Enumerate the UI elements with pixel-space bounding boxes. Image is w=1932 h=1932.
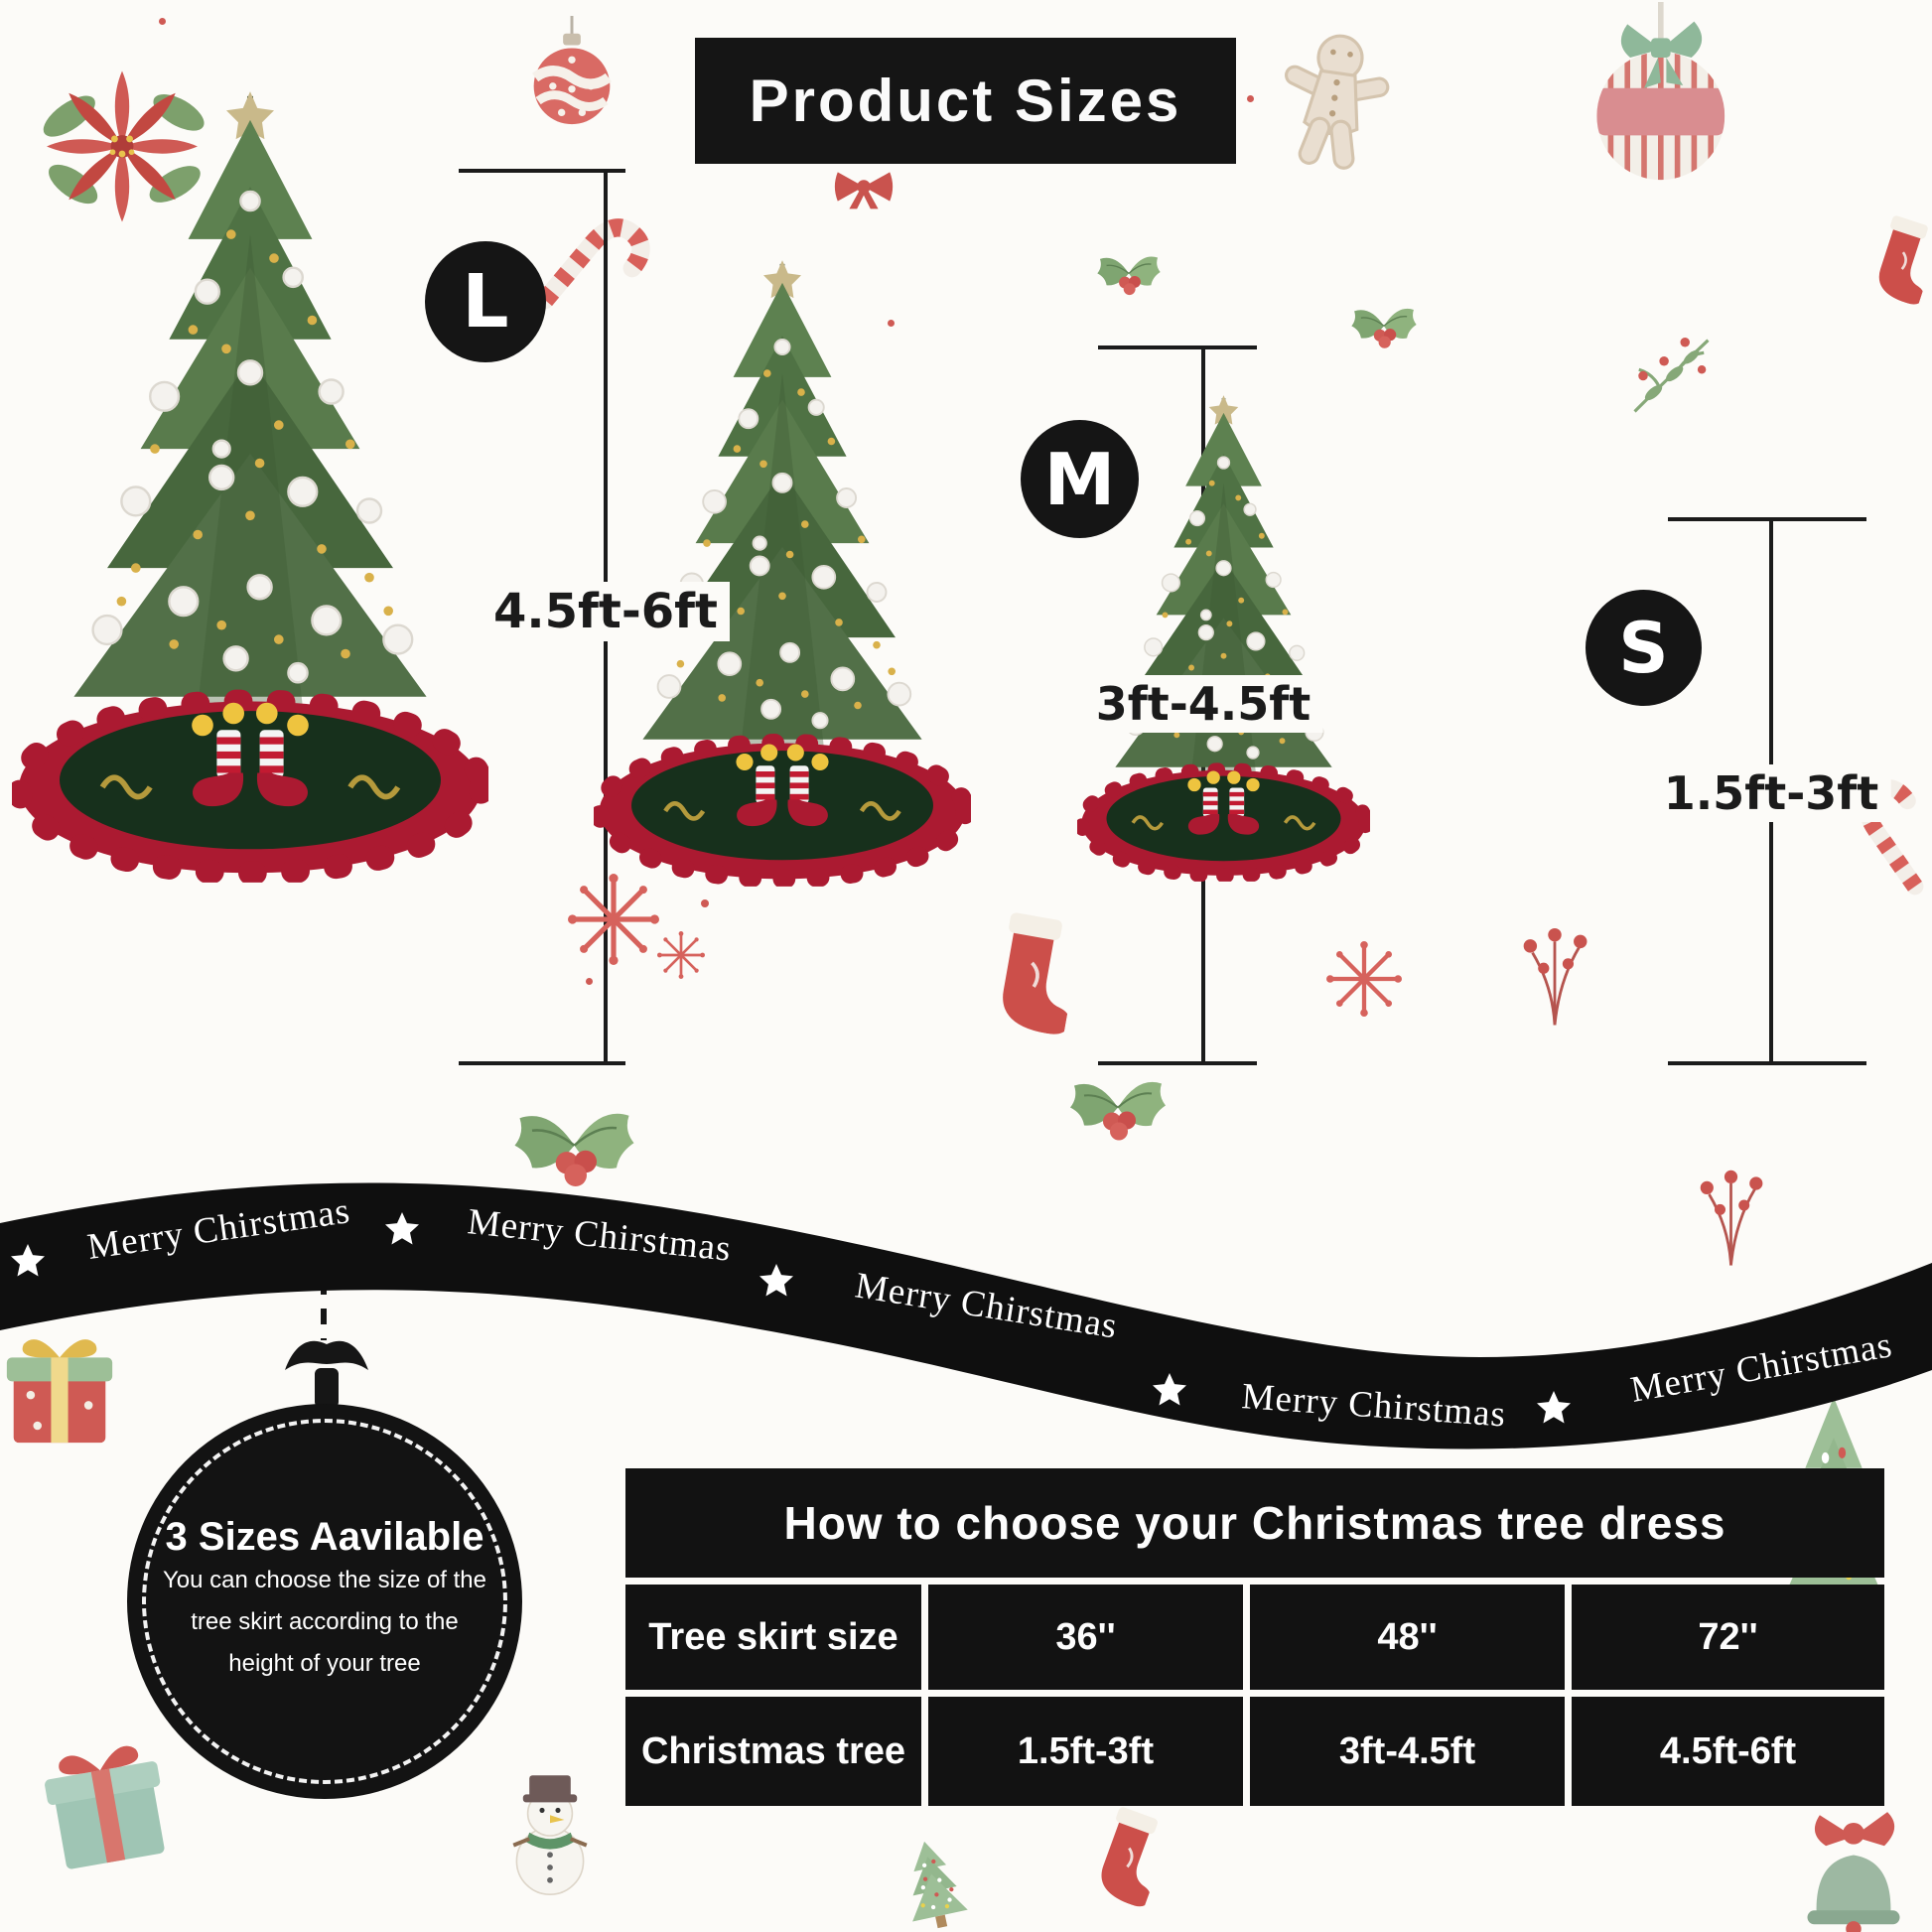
dimension-tick-top-small <box>1668 517 1866 521</box>
red-dot <box>888 320 895 327</box>
size-badge-medium: M <box>1021 420 1139 538</box>
star-icon <box>1153 1373 1186 1406</box>
cell-skirt-36: 36'' <box>928 1585 1243 1690</box>
cell-skirt-72: 72'' <box>1572 1585 1884 1690</box>
gift-box-icon <box>0 1291 119 1489</box>
bow-icon <box>834 172 894 209</box>
size-badge-small: S <box>1586 590 1702 706</box>
star-icon <box>385 1212 419 1245</box>
red-dot <box>701 899 709 907</box>
star-icon <box>759 1264 793 1297</box>
snowman-icon <box>512 1775 588 1895</box>
christmas-tree-large <box>12 91 488 883</box>
stocking-icon <box>1074 1798 1180 1911</box>
star-icon <box>11 1244 45 1277</box>
height-range-medium: 3ft-4.5ft <box>1083 675 1323 733</box>
mini-tree-icon <box>875 1826 992 1932</box>
red-dot <box>159 18 166 25</box>
star-icon <box>1537 1391 1571 1424</box>
cell-tree-s: 1.5ft-3ft <box>928 1697 1243 1806</box>
gift-box-icon <box>45 1745 165 1869</box>
holly-icon <box>1332 1382 1394 1457</box>
dimension-tick-bottom-large <box>459 1061 625 1065</box>
dimension-tick-top-medium <box>1098 345 1257 349</box>
ribbon-text: Merry Chirstmas <box>85 1190 353 1268</box>
cell-tree-l: 4.5ft-6ft <box>1572 1697 1884 1806</box>
holly-icon <box>512 1088 636 1205</box>
christmas-tree-small <box>1077 395 1370 882</box>
ornament-ball-icon <box>532 16 612 125</box>
dimension-tick-bottom-medium <box>1098 1061 1257 1065</box>
title-banner: Product Sizes <box>695 38 1236 164</box>
page-title: Product Sizes <box>749 68 1182 134</box>
holly-icon <box>1350 290 1418 363</box>
dashed-ring <box>142 1419 507 1784</box>
height-range-large: 4.5ft-6ft <box>481 582 731 641</box>
stocking-icon <box>977 902 1084 1039</box>
snowflake-icon <box>1326 941 1402 1017</box>
size-badge-large: L <box>425 241 546 362</box>
dimension-tick-bottom-small <box>1668 1061 1866 1065</box>
height-range-small: 1.5ft-3ft <box>1651 764 1891 822</box>
christmas-tree-medium <box>594 260 971 887</box>
snowflake-icon <box>568 874 659 965</box>
red-dot <box>586 978 593 985</box>
dimension-tick-top-large <box>459 169 625 173</box>
berry-branch-icon <box>1674 1162 1788 1271</box>
hanging-ornament-icon <box>1596 2 1725 181</box>
red-dot <box>1247 95 1254 102</box>
ornament-cap <box>285 1340 368 1408</box>
ribbon-text: Merry Chirstmas <box>853 1265 1121 1346</box>
row-label-skirt-size: Tree skirt size <box>625 1585 921 1690</box>
holly-icon <box>1068 1046 1168 1171</box>
holly-icon <box>1096 238 1162 310</box>
gingerbread-man-icon <box>1285 34 1390 170</box>
size-chart: How to choose your Christmas tree dress … <box>625 1468 1884 1806</box>
stocking-icon <box>1854 192 1932 324</box>
sizes-note-ornament: 3 Sizes Aavilable You can choose the siz… <box>127 1404 522 1799</box>
cell-skirt-48: 48'' <box>1250 1585 1565 1690</box>
poinsettia-icon <box>43 70 205 222</box>
snowflake-icon <box>657 931 705 979</box>
berry-branch-icon <box>1509 919 1600 1031</box>
ribbon-text: Merry Chirstmas <box>466 1201 734 1270</box>
cell-tree-m: 3ft-4.5ft <box>1250 1697 1565 1806</box>
berry-sprig-icon <box>1624 328 1719 422</box>
size-chart-title: How to choose your Christmas tree dress <box>625 1468 1884 1578</box>
ornament-hanger-line <box>321 1279 327 1340</box>
bell-icon <box>1807 1812 1900 1932</box>
row-label-tree: Christmas tree <box>625 1697 921 1806</box>
